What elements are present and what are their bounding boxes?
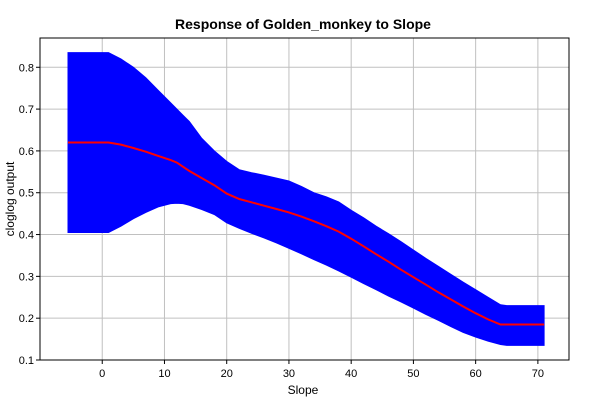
y-tick-label: 0.8 [19,62,34,74]
axes [36,37,570,364]
x-tick-label: 40 [345,368,357,380]
mean-response-line [68,141,545,326]
x-tick-label: 70 [532,368,544,380]
y-tick-label: 0.6 [19,146,34,158]
confidence-band-area [67,52,545,346]
x-tick-label: 0 [99,368,105,380]
y-tick-label: 0.7 [19,104,34,116]
mean-response-path [68,141,545,326]
y-axis-label: cloglog output [3,161,17,236]
x-tick-label: 60 [470,368,482,380]
y-tick-label: 0.5 [19,188,34,200]
x-axis-label: Slope [288,383,319,397]
chart-title: Response of Golden_monkey to Slope [175,16,431,32]
x-tick-label: 10 [158,368,170,380]
y-tick-label: 0.3 [19,271,34,283]
tick-labels: 0 10 20 30 40 50 60 70 0.1 0.2 0.3 0.4 0.5 0.6 0.7 0.8 [19,62,544,380]
confidence-band [67,52,545,346]
y-tick-label: 0.1 [19,355,34,367]
x-tick-label: 50 [407,368,419,380]
x-tick-label: 30 [283,368,295,380]
y-tick-label: 0.2 [19,313,34,325]
plot-frame [39,37,570,361]
x-tick-label: 20 [221,368,233,380]
y-tick-label: 0.4 [19,230,34,242]
